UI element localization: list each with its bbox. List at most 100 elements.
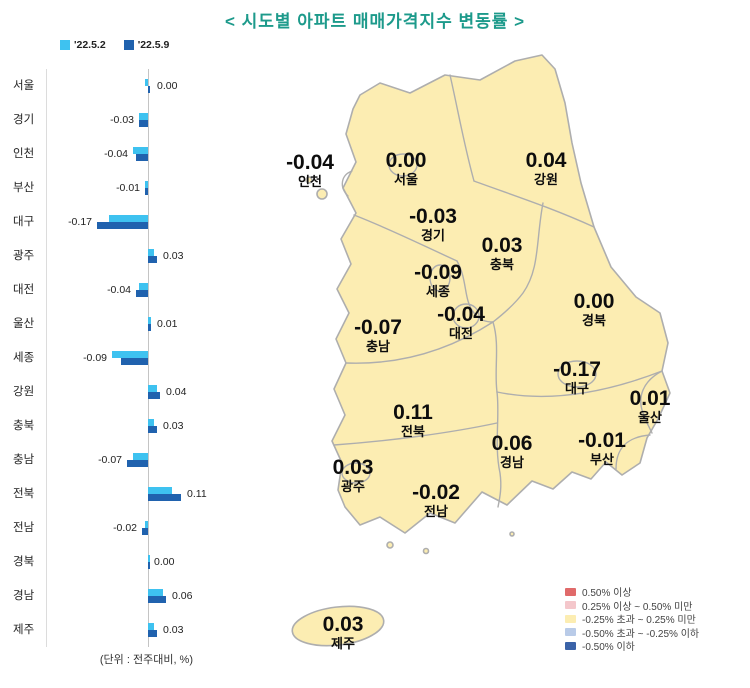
region-value: 0.06 xyxy=(491,432,533,455)
province-borders xyxy=(333,74,663,508)
region-name: 전북 xyxy=(401,424,425,439)
bar-segment xyxy=(145,181,148,188)
category-label: 대전 xyxy=(13,284,35,296)
category-label: 광주 xyxy=(13,250,35,262)
bar-segment xyxy=(133,453,148,460)
region-name: 울산 xyxy=(638,410,662,425)
region-name: 제주 xyxy=(331,636,355,651)
mainland-shape xyxy=(331,54,671,534)
region-name: 전남 xyxy=(424,504,448,519)
region-value: 0.03 xyxy=(332,456,374,479)
map-region-label: -0.09 세종 xyxy=(414,262,462,300)
bar-row: 울산 0.01 xyxy=(0,307,220,341)
region-value: -0.04 xyxy=(437,303,485,326)
daegu-region xyxy=(557,360,597,388)
bar-segment xyxy=(139,113,148,120)
bar-area: -0.17 xyxy=(46,205,216,239)
bar-segment xyxy=(148,385,157,392)
bar-row: 부산 -0.01 xyxy=(0,171,220,205)
region-name: 충남 xyxy=(366,339,390,354)
region-name: 경남 xyxy=(500,455,524,470)
bar-chart-panel: '22.5.2 '22.5.9 서울 0.00 경기 -0.03 인천 -0.04 부산 -0.… xyxy=(0,0,220,688)
legend-label: 0.25% 이상 ~ 0.50% 미만 xyxy=(582,601,693,613)
bar-area: 0.03 xyxy=(46,239,216,273)
legend-label: -0.25% 초과 ~ 0.25% 미만 xyxy=(582,615,696,627)
gwangju-region xyxy=(341,462,371,484)
map-region-label: 0.00 경북 xyxy=(574,291,615,329)
legend-swatch xyxy=(123,40,134,50)
category-label: 경남 xyxy=(13,590,35,602)
map-legend-item: -0.25% 초과 ~ 0.25% 미만 xyxy=(565,612,699,626)
bar-value-label: 0.03 xyxy=(163,624,184,636)
seoul-region xyxy=(388,153,418,177)
bar-area: 0.11 xyxy=(46,477,216,511)
bar-value-label: -0.04 xyxy=(107,284,131,296)
region-name: 충북 xyxy=(490,257,514,272)
bar-rows: 서울 0.00 경기 -0.03 인천 -0.04 부산 -0.01 대구 -0.17 광주 0.03… xyxy=(0,69,220,647)
bar-segment xyxy=(142,528,148,535)
legend-swatch xyxy=(565,641,576,650)
category-label: 서울 xyxy=(13,80,35,92)
category-label: 경북 xyxy=(13,556,35,568)
bar-value-label: 0.06 xyxy=(172,590,193,602)
category-label: 세종 xyxy=(13,352,35,364)
category-label: 울산 xyxy=(13,318,35,330)
map-region-label: -0.01 부산 xyxy=(578,430,626,468)
region-value: 0.11 xyxy=(393,401,433,424)
region-value: -0.09 xyxy=(414,261,462,284)
bar-segment xyxy=(148,596,166,603)
bar-segment xyxy=(148,392,160,399)
region-value: -0.01 xyxy=(578,429,626,452)
bar-area: -0.04 xyxy=(46,273,216,307)
bar-segment xyxy=(136,290,148,297)
bar-value-label: 0.00 xyxy=(157,80,178,92)
zero-axis-line xyxy=(148,69,149,647)
bar-segment xyxy=(145,79,148,86)
map-region-label: -0.04 대전 xyxy=(437,304,485,342)
bar-area: -0.02 xyxy=(46,511,216,545)
bar-row: 인천 -0.04 xyxy=(0,137,220,171)
unit-note: (단위 : 전주대비, %) xyxy=(99,654,193,666)
bar-segment xyxy=(97,222,148,229)
jeju-island xyxy=(291,605,385,647)
region-value: 0.03 xyxy=(481,234,523,257)
map-region-label: -0.04 인천 xyxy=(286,152,334,190)
bar-row: 전남 -0.02 xyxy=(0,511,220,545)
legend-swatch xyxy=(565,601,576,610)
bar-chart-legend: '22.5.2 '22.5.9 xyxy=(60,39,169,51)
bar-row: 대구 -0.17 xyxy=(0,205,220,239)
bar-segment xyxy=(148,494,181,501)
bar-area: 0.06 xyxy=(46,579,216,613)
region-value: 0.03 xyxy=(322,613,364,636)
bar-segment xyxy=(148,317,151,324)
bar-segment xyxy=(148,419,154,426)
legend-label: -0.50% 초과 ~ -0.25% 이하 xyxy=(582,628,700,640)
bar-area: -0.03 xyxy=(46,103,216,137)
bar-segment xyxy=(148,623,154,630)
map-region-label: 0.03 제주 xyxy=(323,614,364,652)
south-island xyxy=(386,541,394,549)
region-name: 경기 xyxy=(421,228,445,243)
region-name: 인천 xyxy=(298,174,322,189)
region-value: -0.04 xyxy=(286,151,334,174)
bar-row: 제주 0.03 xyxy=(0,613,220,647)
category-label: 충북 xyxy=(13,420,35,432)
region-name: 강원 xyxy=(534,172,558,187)
region-value: -0.03 xyxy=(409,205,457,228)
legend-swatch xyxy=(565,587,576,596)
map-region-label: 0.00 서울 xyxy=(386,150,427,188)
bar-value-label: 0.00 xyxy=(154,556,175,568)
bar-segment xyxy=(148,86,150,93)
bar-row: 경남 0.06 xyxy=(0,579,220,613)
west-island xyxy=(316,188,328,200)
bar-segment xyxy=(148,562,150,569)
legend-swatch xyxy=(60,40,70,50)
bar-row: 강원 0.04 xyxy=(0,375,220,409)
bar-area: 0.03 xyxy=(46,409,216,443)
bar-segment xyxy=(139,283,148,290)
region-name: 부산 xyxy=(590,452,614,467)
bar-area: 0.01 xyxy=(46,307,216,341)
bar-legend-item: '22.5.2 xyxy=(60,39,106,51)
region-value: 0.00 xyxy=(385,149,427,172)
region-value: -0.02 xyxy=(412,481,460,504)
